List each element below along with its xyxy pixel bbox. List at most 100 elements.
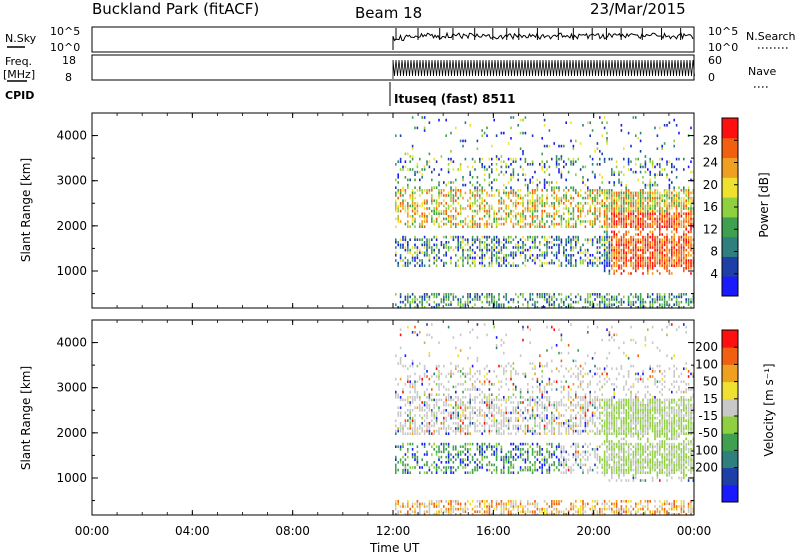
heatmap-cell xyxy=(555,507,558,511)
heatmap-cell xyxy=(627,131,630,135)
heatmap-cell xyxy=(618,170,620,174)
heatmap-cell xyxy=(491,401,493,404)
heatmap-cell xyxy=(627,248,630,252)
heatmap-cell xyxy=(510,137,512,140)
heatmap-cell xyxy=(673,251,675,254)
heatmap-cell xyxy=(455,217,457,221)
heatmap-cell xyxy=(503,429,505,433)
heatmap-cell xyxy=(445,401,447,404)
heatmap-cell xyxy=(462,254,464,257)
heatmap-cell xyxy=(486,333,488,337)
heatmap-cell xyxy=(510,251,512,254)
heatmap-cell xyxy=(596,238,599,241)
heatmap-cell xyxy=(558,442,560,446)
heatmap-cell xyxy=(433,403,435,407)
heatmap-cell xyxy=(402,505,404,508)
heatmap-cell xyxy=(685,256,687,260)
heatmap-cell xyxy=(459,505,462,508)
heatmap-cell xyxy=(539,448,541,451)
heatmap-cell xyxy=(603,157,606,161)
heatmap-cell xyxy=(498,388,500,391)
heatmap-cell xyxy=(534,414,536,417)
heatmap-cell xyxy=(457,264,459,267)
heatmap-cell xyxy=(623,204,625,208)
heatmap-cell xyxy=(623,173,625,176)
heatmap-cell xyxy=(491,225,493,228)
heatmap-cell xyxy=(560,463,563,467)
heatmap-cell xyxy=(500,450,503,454)
heatmap-cell xyxy=(443,403,445,407)
heatmap-cell xyxy=(548,215,551,218)
heatmap-cell xyxy=(555,243,558,247)
heatmap-cell xyxy=(558,424,560,428)
heatmap-cell xyxy=(416,246,419,249)
heatmap-cell xyxy=(546,300,548,304)
heatmap-cell xyxy=(414,385,416,389)
heatmap-cell xyxy=(647,225,649,228)
heatmap-cell xyxy=(541,390,543,394)
heatmap-cell xyxy=(433,432,435,435)
heatmap-cell xyxy=(654,259,656,262)
heatmap-cell xyxy=(551,455,553,459)
heatmap-cell xyxy=(673,212,675,215)
heatmap-cell xyxy=(474,264,476,267)
heatmap-cell xyxy=(543,500,546,503)
heatmap-cell xyxy=(551,403,553,407)
heatmap-cell xyxy=(505,453,507,456)
heatmap-cell xyxy=(445,442,447,446)
heatmap-cell xyxy=(409,414,411,417)
heatmap-cell xyxy=(601,121,603,124)
heatmap-cell xyxy=(637,137,639,140)
heatmap-cell xyxy=(455,396,457,399)
heatmap-cell xyxy=(603,267,606,270)
heatmap-cell xyxy=(599,215,601,218)
heatmap-cell xyxy=(565,461,567,464)
heatmap-cell xyxy=(440,450,443,454)
heatmap-cell xyxy=(438,383,440,386)
heatmap-cell xyxy=(395,513,397,516)
heatmap-cell xyxy=(603,191,606,195)
heatmap-cell xyxy=(495,300,498,304)
heatmap-cell xyxy=(493,295,495,299)
heatmap-cell xyxy=(469,331,471,334)
heatmap-cell xyxy=(546,468,548,472)
heatmap-cell xyxy=(421,422,423,425)
heatmap-cell xyxy=(572,222,575,226)
heatmap-cell xyxy=(474,220,476,223)
heatmap-cell xyxy=(445,455,447,459)
heatmap-cell xyxy=(618,251,620,254)
heatmap-cell xyxy=(630,243,632,247)
heatmap-cell xyxy=(546,212,548,215)
heatmap-cell xyxy=(531,468,534,472)
heatmap-cell xyxy=(608,269,611,273)
heatmap-cell xyxy=(615,264,618,267)
heatmap-cell xyxy=(589,204,591,208)
heatmap-cell xyxy=(423,243,426,247)
heatmap-cell xyxy=(690,199,692,202)
heatmap-cell xyxy=(548,403,551,407)
heatmap-cell xyxy=(452,448,455,451)
heatmap-cell xyxy=(452,429,455,433)
heatmap-cell xyxy=(546,293,548,296)
heatmap-cell xyxy=(498,295,500,299)
heatmap-cell xyxy=(524,238,527,241)
heatmap-cell xyxy=(407,298,409,301)
heatmap-cell xyxy=(500,427,503,430)
heatmap-cell xyxy=(452,293,455,296)
heatmap-cell xyxy=(690,306,692,309)
heatmap-cell xyxy=(560,306,563,309)
heatmap-cell xyxy=(515,207,517,210)
heatmap-cell xyxy=(488,183,491,187)
heatmap-cell xyxy=(575,300,577,304)
heatmap-cell xyxy=(435,450,438,454)
heatmap-cell xyxy=(450,191,452,195)
heatmap-cell xyxy=(440,241,443,244)
heatmap-cell xyxy=(548,455,551,459)
heatmap-cell xyxy=(637,264,639,267)
heatmap-cell xyxy=(659,215,661,218)
heatmap-cell xyxy=(639,261,642,265)
heatmap-cell xyxy=(488,235,491,239)
heatmap-cell xyxy=(608,254,611,257)
heatmap-cell xyxy=(589,442,591,446)
heatmap-cell xyxy=(527,209,529,213)
